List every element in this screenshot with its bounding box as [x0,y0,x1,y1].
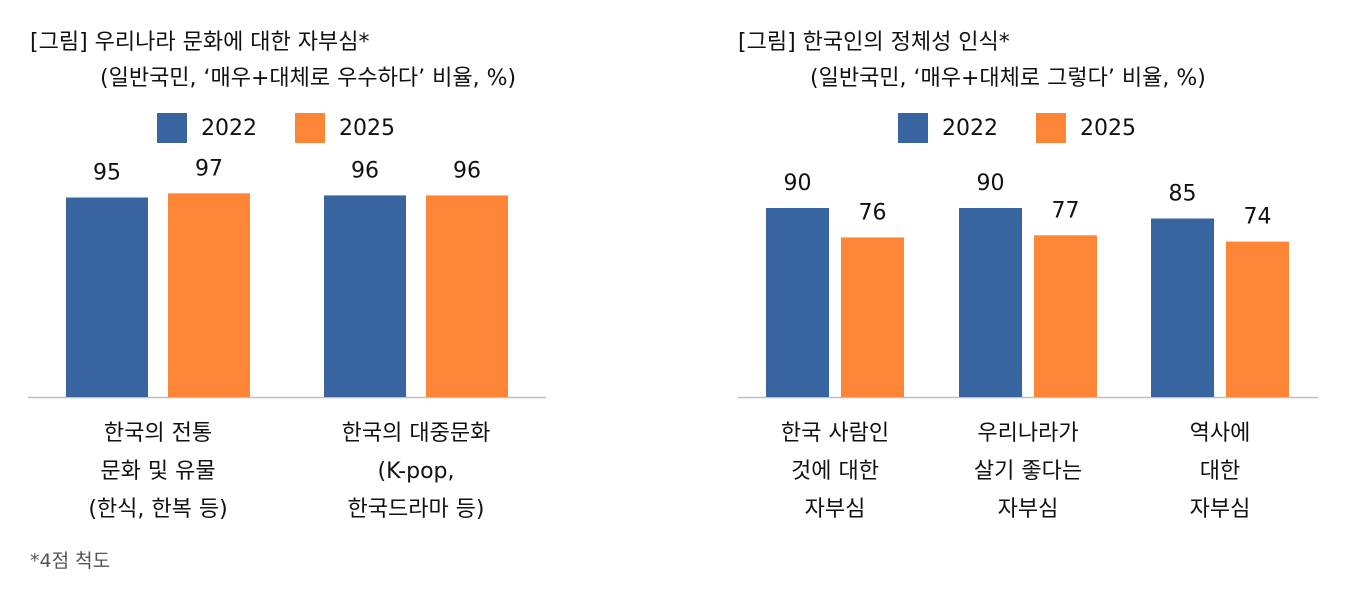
chart1-title-line2: (일반국민, ‘매우+대체로 우수하다’ 비율, %) [100,66,517,91]
chart1-legend-item-2022: 2022 [157,113,257,143]
chart1-category-label-2-line1: 한국의 대중문화 [342,421,491,446]
chart2-category-label-2-line1: 우리나라가 [977,421,1078,446]
chart2-title-line1: [그림] 한국인의 정체성 인식* [738,30,1010,55]
chart2-legend-label-2025: 2025 [1080,115,1136,141]
chart1-category-label-2-line2: (K-pop, [377,459,454,484]
chart1-legend-swatch-2022 [157,113,187,143]
chart1-data-label-2022-cat1: 95 [93,161,121,186]
chart2-data-label-2022-cat3: 85 [1169,182,1197,207]
chart1-legend-item-2025: 2025 [295,113,395,143]
chart2-bar-2025-cat2 [1034,235,1097,397]
chart1-data-label-2025-cat2: 96 [453,158,481,183]
chart2-category-label-3-line3: 자부심 [1190,497,1251,522]
chart2-bar-2022-cat1 [766,208,829,397]
chart1-bar-2022-cat1 [66,197,148,397]
chart1-title-line1: [그림] 우리나라 문화에 대한 자부심* [30,30,370,55]
chart1-category-label-1-line1: 한국의 전통 [104,421,212,446]
chart1-data-label-2025-cat1: 97 [195,156,223,181]
chart2-category-label-1-line1: 한국 사람인 [781,421,889,446]
chart1-legend-label-2025: 2025 [339,115,395,141]
chart2-category-label-2-line3: 자부심 [998,497,1059,522]
chart1-category-label-2-line3: 한국드라마 등) [347,497,484,522]
chart2-data-label-2025-cat3: 74 [1244,205,1272,230]
chart2-category-label-3-line2: 대한 [1200,459,1240,484]
chart2-legend-label-2022: 2022 [942,115,998,141]
chart2-bar-2022-cat3 [1151,218,1214,397]
chart1-legend-swatch-2025 [295,113,325,143]
chart2-category-label-1-line3: 자부심 [805,497,866,522]
chart2-legend-swatch-2022 [898,113,928,143]
chart2-category-label-2-line2: 살기 좋다는 [974,459,1082,484]
chart2-title-line2: (일반국민, ‘매우+대체로 그렇다’ 비율, %) [810,66,1206,91]
chart1-category-label-1-line3: (한식, 한복 등) [88,497,227,522]
chart2-data-label-2022-cat2: 90 [977,171,1005,196]
chart1-bar-2025-cat1 [168,193,250,397]
chart1-bar-2022-cat2 [324,195,406,397]
chart1-legend-label-2022: 2022 [201,115,257,141]
chart2-bar-2025-cat3 [1226,241,1289,397]
chart2-data-label-2022-cat1: 90 [784,171,812,196]
chart1-legend: 2022 2025 [157,113,433,143]
chart2-bar-2025-cat1 [841,237,904,397]
chart2-legend-swatch-2025 [1036,113,1066,143]
chart2-data-label-2025-cat1: 76 [859,200,887,225]
chart1-bar-2025-cat2 [426,195,508,397]
chart2-legend-item-2025: 2025 [1036,113,1136,143]
chart2-category-label-3-line1: 역사에 [1190,421,1251,446]
chart2-data-label-2025-cat2: 77 [1052,198,1080,223]
footnote: *4점 척도 [30,550,111,572]
chart2-legend: 2022 2025 [898,113,1174,143]
chart2-legend-item-2022: 2022 [898,113,998,143]
chart2-bar-2022-cat2 [959,208,1022,397]
chart2-category-label-1-line2: 것에 대한 [791,459,879,484]
chart1-data-label-2022-cat2: 96 [351,158,379,183]
chart1-category-label-1-line2: 문화 및 유물 [100,459,215,484]
